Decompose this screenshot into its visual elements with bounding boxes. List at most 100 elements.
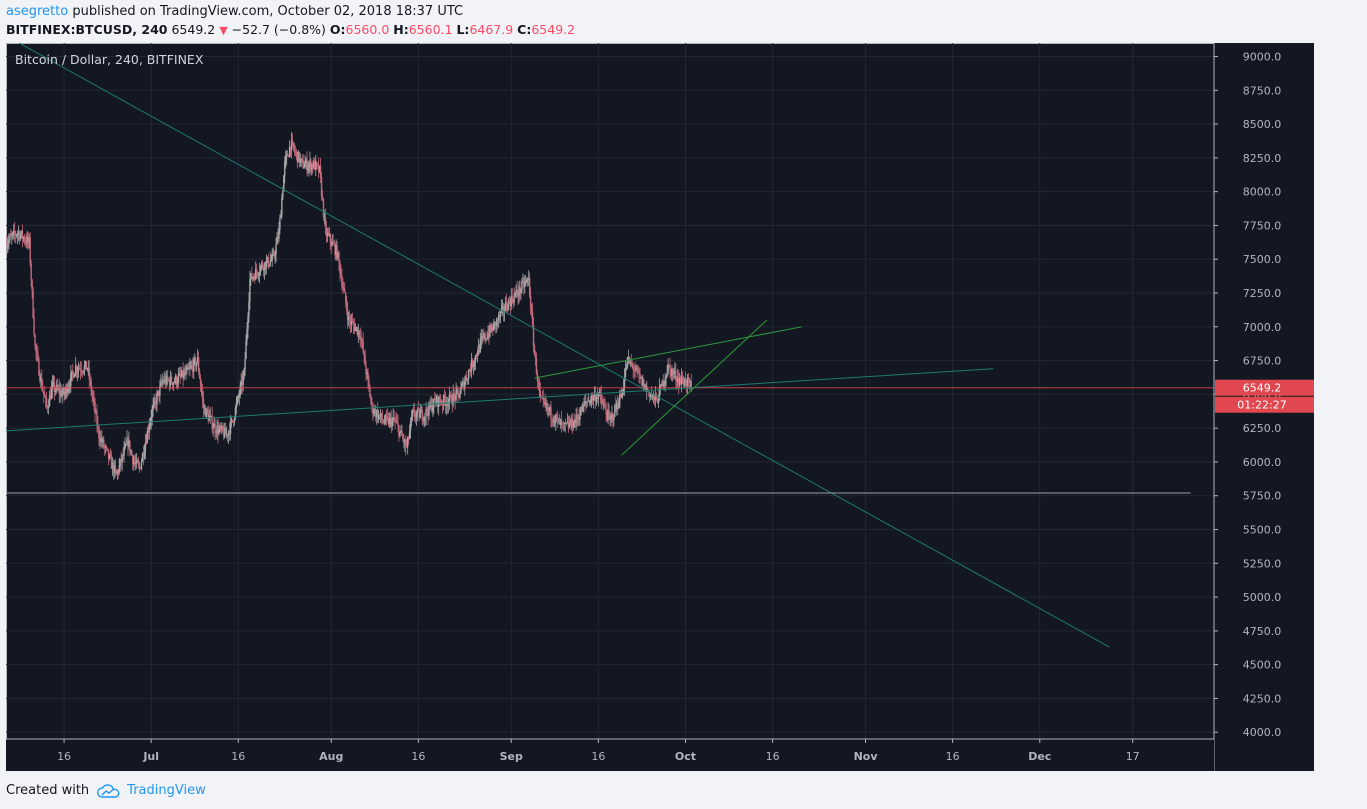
- candle: [592, 393, 595, 409]
- candle-body: [262, 267, 265, 271]
- candle-body: [210, 415, 212, 417]
- candle: [618, 389, 621, 409]
- candle: [516, 280, 518, 298]
- price-chart[interactable]: 9000.0 8750.0 8500.0 8250.0 8000.0 7750.0 7500…: [6, 43, 1314, 771]
- candle-body: [99, 438, 101, 442]
- candle-body: [339, 262, 341, 274]
- candle-body: [460, 387, 462, 394]
- candle-body: [630, 361, 632, 364]
- candle-body: [308, 164, 310, 168]
- candle-body: [514, 294, 516, 295]
- candle-body: [348, 316, 351, 321]
- candle: [132, 454, 134, 471]
- candle-body: [88, 367, 90, 380]
- candle: [571, 413, 573, 434]
- author-link[interactable]: asegretto: [6, 4, 69, 19]
- candle: [551, 418, 553, 428]
- candle: [510, 288, 512, 311]
- candle: [340, 264, 342, 279]
- candle: [92, 389, 94, 407]
- candle-body: [37, 353, 39, 360]
- candle-body: [209, 415, 211, 417]
- candle-body: [145, 442, 148, 444]
- candle-body: [115, 469, 118, 475]
- candle-body: [574, 420, 576, 424]
- candle-body: [463, 381, 465, 389]
- candle: [82, 370, 85, 375]
- candle-body: [646, 388, 648, 391]
- candle: [687, 373, 690, 388]
- candle-body: [98, 426, 100, 439]
- candle: [365, 360, 367, 382]
- candle-body: [601, 400, 603, 405]
- candle: [59, 382, 61, 403]
- candle: [339, 259, 341, 282]
- candle-body: [273, 253, 275, 257]
- candle-body: [432, 407, 434, 412]
- candle: [287, 155, 290, 157]
- candle: [371, 396, 373, 413]
- candle: [128, 431, 130, 450]
- candle: [554, 414, 556, 428]
- candle: [258, 262, 261, 284]
- candle-body: [498, 314, 501, 317]
- candle: [111, 457, 114, 476]
- candle-body: [251, 273, 253, 279]
- candle: [396, 413, 398, 424]
- last-price: 6549.2: [171, 22, 216, 37]
- candle: [298, 151, 300, 168]
- candle: [632, 362, 634, 379]
- tradingview-link[interactable]: TradingView: [97, 783, 206, 798]
- candle: [76, 366, 79, 382]
- candle: [162, 373, 164, 388]
- candle-body: [588, 400, 591, 404]
- candle: [637, 365, 639, 374]
- candle: [318, 165, 321, 174]
- candle: [546, 400, 548, 416]
- candle: [434, 391, 436, 401]
- candle-body: [241, 380, 243, 386]
- candle: [77, 361, 80, 378]
- candle-body: [330, 242, 332, 246]
- price-tick-label: 6250.0: [1243, 422, 1282, 435]
- candle: [273, 249, 275, 259]
- candle-body: [101, 437, 103, 443]
- candle-body: [255, 269, 258, 273]
- time-tick-label: Dec: [1028, 750, 1051, 763]
- candle-body: [280, 215, 282, 218]
- candle: [404, 438, 406, 452]
- candle-body: [136, 459, 139, 463]
- candle-body: [232, 421, 235, 423]
- candle: [630, 353, 632, 368]
- candle: [251, 266, 253, 280]
- candle: [274, 250, 276, 264]
- candle-body: [592, 396, 595, 401]
- candle: [95, 408, 97, 414]
- candle-body: [263, 262, 266, 271]
- candle: [202, 390, 205, 418]
- candle: [499, 310, 502, 324]
- candle-body: [402, 436, 404, 439]
- candle-body: [477, 345, 480, 356]
- candle: [635, 364, 637, 372]
- candle: [101, 429, 103, 448]
- candle-body: [27, 236, 29, 242]
- candle: [262, 265, 265, 277]
- candle: [395, 411, 397, 424]
- candle-body: [135, 462, 137, 464]
- candle-body: [421, 410, 423, 421]
- candle: [124, 437, 126, 451]
- candle-body: [288, 146, 291, 157]
- candle: [678, 369, 680, 395]
- candle: [438, 394, 441, 407]
- candle-body: [93, 399, 95, 403]
- candle-body: [576, 414, 578, 419]
- candle: [425, 402, 427, 426]
- candle: [32, 286, 34, 319]
- candle-body: [433, 398, 435, 408]
- candle-body: [642, 379, 644, 386]
- candle-body: [254, 276, 256, 280]
- candle-body: [578, 417, 580, 420]
- candle-body: [618, 406, 620, 408]
- candle: [174, 373, 177, 385]
